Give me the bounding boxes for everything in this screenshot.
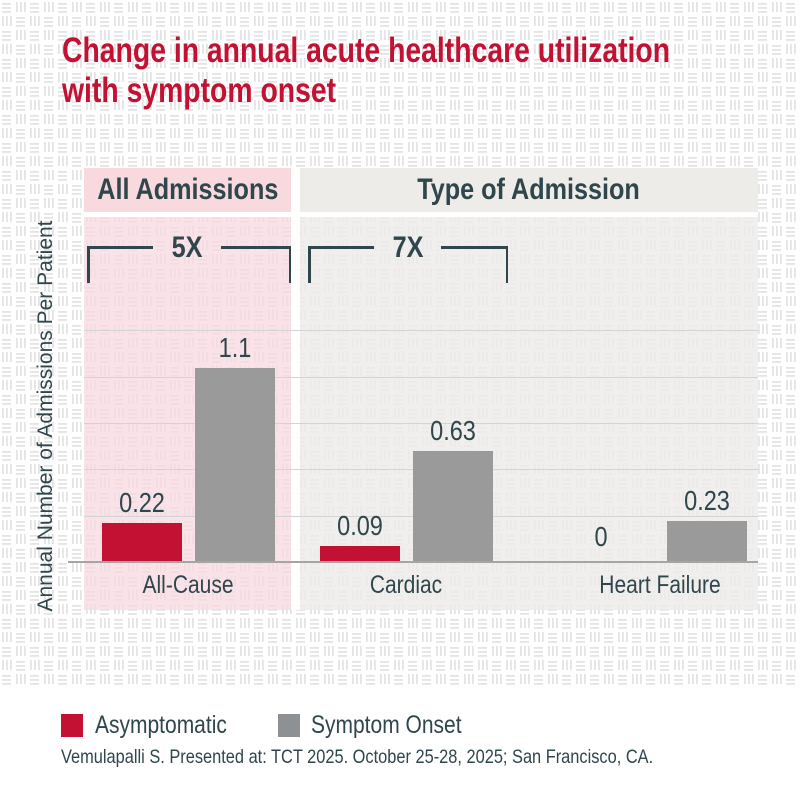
page-title: Change in annual acute healthcare utiliz… <box>62 31 670 111</box>
bar-asymptomatic-all-cause <box>102 522 182 562</box>
value-label-symptom-onset-cardiac: 0.63 <box>430 414 476 446</box>
category-label-all-cause: All-Cause <box>142 571 234 599</box>
bracket-7x-line-right <box>441 246 508 249</box>
value-label-asymptomatic-heart-failure: 0 <box>594 520 608 552</box>
bracket-5x-tick-right <box>288 246 291 283</box>
y-axis-label: Annual Number of Admissions Per Patient <box>34 220 57 612</box>
gridline-2 <box>84 423 758 424</box>
gridline-0 <box>84 330 758 331</box>
legend-label-symptom-onset-text: Symptom Onset <box>311 711 462 739</box>
panel-divider-horizontal <box>84 212 758 217</box>
citation-text: Vemulapalli S. Presented at: TCT 2025. O… <box>61 746 654 768</box>
value-label-symptom-onset-heart-failure: 0.23 <box>684 485 730 517</box>
value-label-symptom-onset-all-cause: 1.1 <box>218 331 252 363</box>
group-header-type-of-admission: Type of Admission <box>300 168 758 212</box>
bar-symptom-onset-heart-failure <box>667 521 747 562</box>
legend-label-symptom-onset: Symptom Onset <box>311 711 490 739</box>
category-label-heart-failure: Heart Failure <box>599 571 721 599</box>
value-label-asymptomatic-all-cause: 0.22 <box>119 486 165 518</box>
x-axis-line <box>68 561 758 563</box>
bracket-7x-line-left <box>308 246 374 249</box>
gridline-1 <box>84 377 758 378</box>
title-line-1: Change in annual acute healthcare utiliz… <box>62 31 671 70</box>
category-label-cardiac: Cardiac <box>369 571 443 599</box>
panel-divider-vertical <box>291 168 300 610</box>
legend-label-asymptomatic-text: Asymptomatic <box>95 711 227 739</box>
bracket-5x-label: 5X <box>171 231 203 264</box>
title-line-2: with symptom onset <box>62 71 337 110</box>
legend-label-asymptomatic: Asymptomatic <box>95 711 252 739</box>
group-header-type-of-admission-label: Type of Admission <box>417 173 641 206</box>
group-header-all-admissions: All Admissions <box>84 168 291 212</box>
group-header-all-admissions-label: All Admissions <box>96 173 279 206</box>
bar-symptom-onset-cardiac <box>413 450 493 562</box>
value-label-asymptomatic-cardiac: 0.09 <box>337 509 383 541</box>
bracket-7x-label: 7X <box>392 231 424 264</box>
bracket-7x-tick-right <box>505 246 508 283</box>
bracket-5x-tick-left <box>87 246 90 283</box>
legend-swatch-asymptomatic <box>61 714 83 737</box>
bracket-7x-tick-left <box>308 246 311 283</box>
bar-symptom-onset-all-cause <box>195 367 275 562</box>
citation: Vemulapalli S. Presented at: TCT 2025. O… <box>61 746 766 769</box>
bracket-5x-line-right <box>221 246 291 249</box>
bar-asymptomatic-cardiac <box>320 545 400 562</box>
legend-swatch-symptom-onset <box>278 714 300 737</box>
bracket-5x-line-left <box>87 246 153 249</box>
